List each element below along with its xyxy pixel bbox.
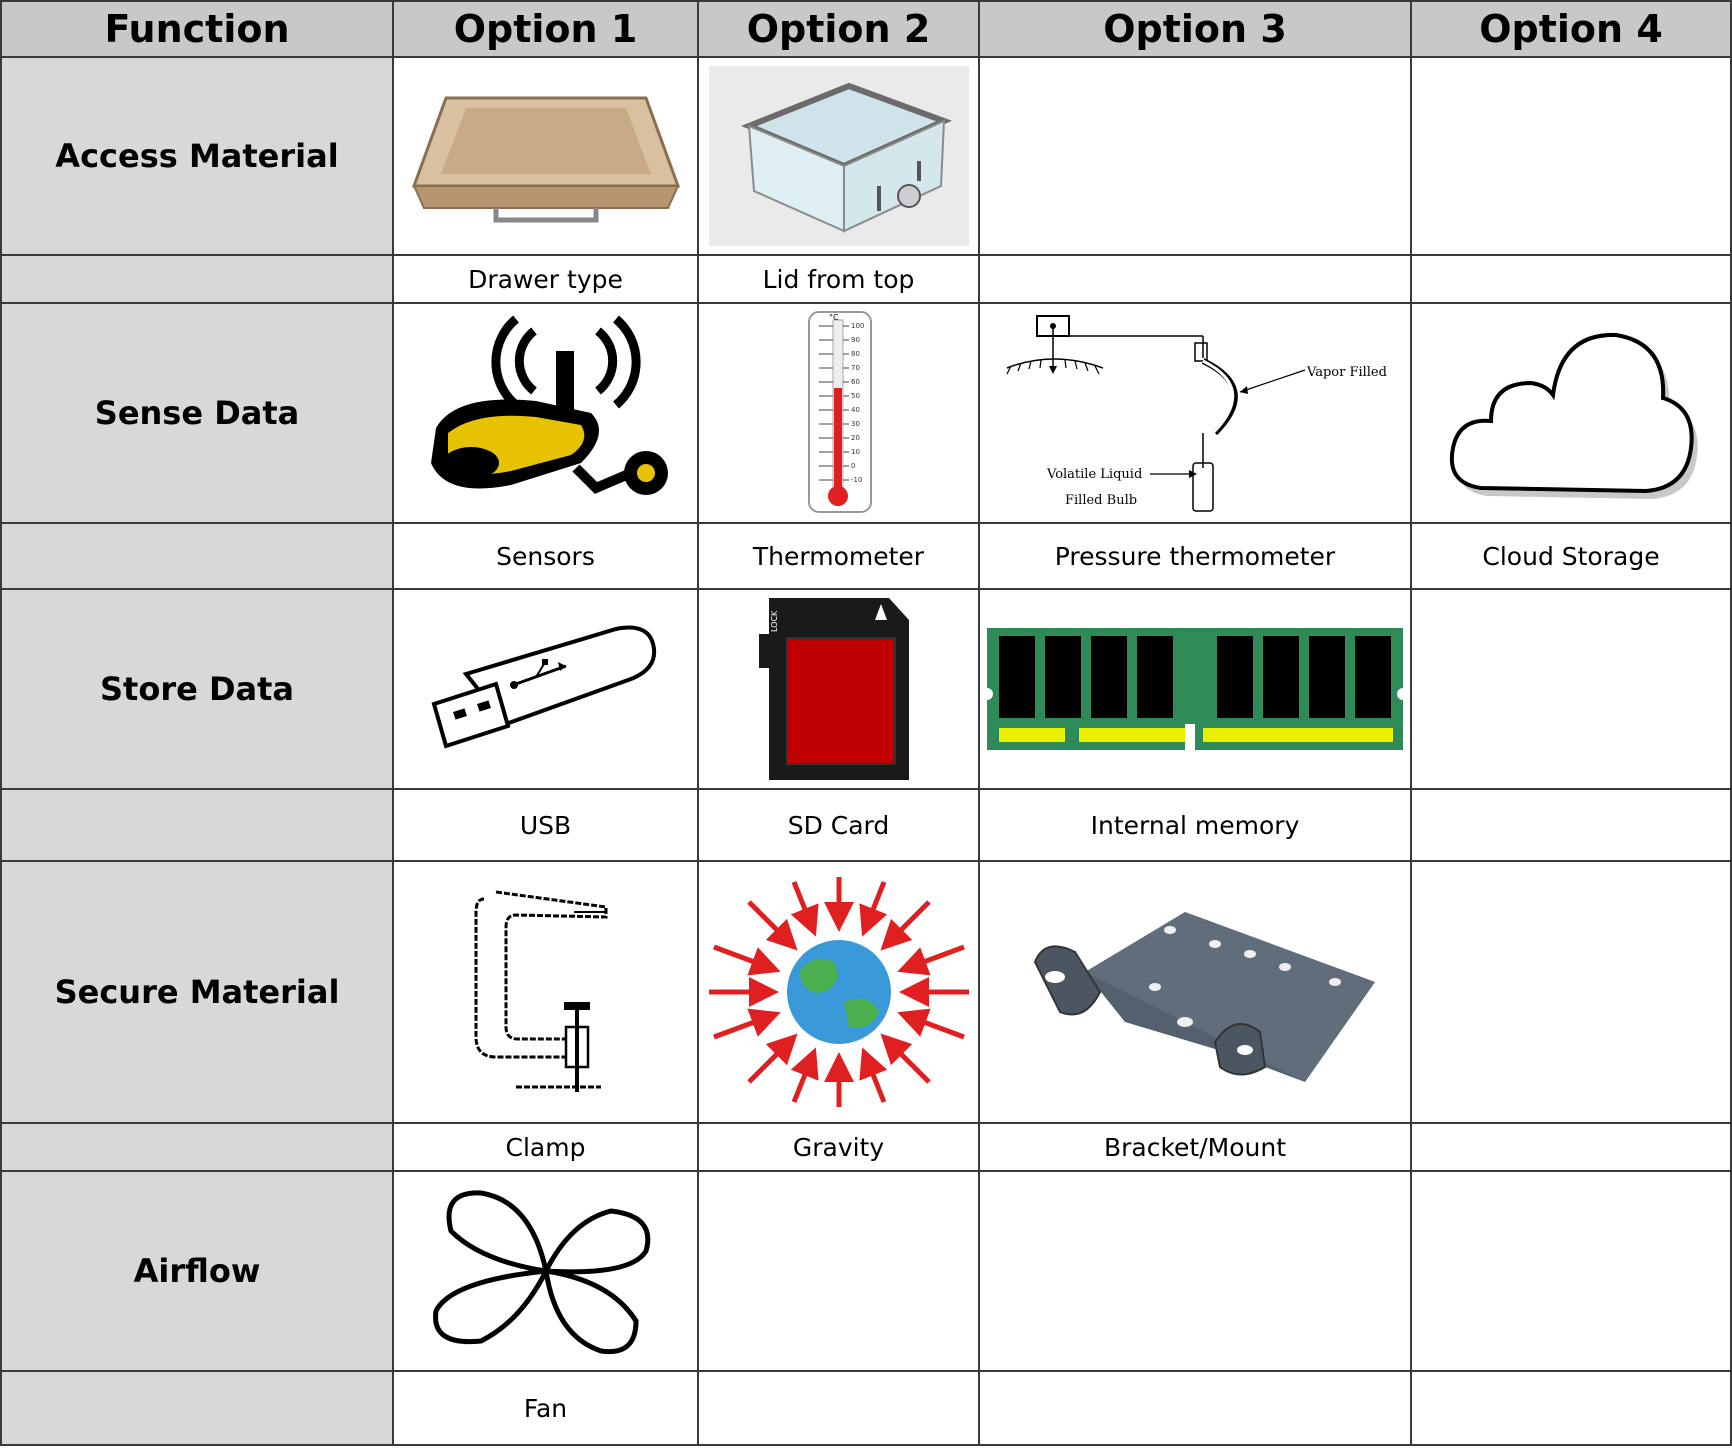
row-sense-data-images: Sense Data: [0, 302, 1732, 524]
thermometer-tick: 80: [851, 350, 860, 358]
caption-cloud-storage: Cloud Storage: [1410, 522, 1732, 590]
sd-lock-label: LOCK: [770, 610, 779, 632]
caption-thermometer: Thermometer: [697, 522, 980, 590]
cell-empty: [978, 56, 1412, 256]
caption-lid-from-top: Lid from top: [697, 254, 980, 304]
cell-empty: [1410, 860, 1732, 1124]
acrylic-chamber-lid-icon: [697, 56, 980, 256]
cell-empty: [697, 1170, 980, 1372]
function-access-material: Access Material: [0, 56, 394, 256]
caption-empty: [978, 1370, 1412, 1446]
pressure-thermometer-diagram: Vapor Filled Volatile Liquid Filled Bulb: [978, 302, 1412, 524]
caption-fan: Fan: [392, 1370, 699, 1446]
function-spacer: [0, 522, 394, 590]
thermometer-tick: 100: [851, 322, 864, 330]
thermometer-tick: 20: [851, 434, 860, 442]
header-option-3: Option 3: [978, 0, 1412, 58]
cell-empty: [978, 1170, 1412, 1372]
thermometer-tick: -10: [851, 476, 862, 484]
ram-module-icon: [978, 588, 1412, 790]
sd-card-icon: LOCK: [697, 588, 980, 790]
caption-empty: [1410, 1122, 1732, 1172]
caption-drawer-type: Drawer type: [392, 254, 699, 304]
row-airflow-captions: Fan: [0, 1370, 1732, 1446]
cell-empty: [1410, 56, 1732, 256]
function-sense-data: Sense Data: [0, 302, 394, 524]
row-access-material-images: Access Material: [0, 56, 1732, 256]
thermometer-tick: 30: [851, 420, 860, 428]
thermometer-tick: 60: [851, 378, 860, 386]
header-option-4: Option 4: [1410, 0, 1732, 58]
thermometer-tick: 50: [851, 392, 860, 400]
caption-empty: [978, 254, 1412, 304]
caption-empty: [697, 1370, 980, 1446]
usb-drive-icon: [392, 588, 699, 790]
thermometer-tick: 90: [851, 336, 860, 344]
row-sense-data-captions: Sensors Thermometer Pressure thermometer…: [0, 522, 1732, 590]
sensor-icon: [392, 302, 699, 524]
c-clamp-icon: [392, 860, 699, 1124]
label-vapor-filled: Vapor Filled: [1306, 365, 1387, 380]
fan-icon: [392, 1170, 699, 1372]
row-access-material-captions: Drawer type Lid from top: [0, 254, 1732, 304]
row-store-data-captions: USB SD Card Internal memory: [0, 788, 1732, 862]
mounting-bracket-icon: [978, 860, 1412, 1124]
row-airflow-images: Airflow: [0, 1170, 1732, 1372]
thermometer-tick: 40: [851, 406, 860, 414]
thermometer-unit: °C: [829, 313, 839, 322]
caption-usb: USB: [392, 788, 699, 862]
cell-empty: [1410, 588, 1732, 790]
caption-clamp: Clamp: [392, 1122, 699, 1172]
caption-sd-card: SD Card: [697, 788, 980, 862]
header-option-1: Option 1: [392, 0, 699, 58]
function-airflow: Airflow: [0, 1170, 394, 1372]
label-volatile-liquid: Volatile Liquid: [1046, 467, 1142, 482]
function-spacer: [0, 1370, 394, 1446]
row-secure-material-captions: Clamp Gravity Bracket/Mount: [0, 1122, 1732, 1172]
caption-empty: [1410, 788, 1732, 862]
cell-empty: [1410, 1170, 1732, 1372]
header-option-2: Option 2: [697, 0, 980, 58]
header-row: Function Option 1 Option 2 Option 3 Opti…: [0, 0, 1732, 58]
caption-empty: [1410, 1370, 1732, 1446]
header-function: Function: [0, 0, 394, 58]
gravity-earth-icon: [697, 860, 980, 1124]
function-store-data: Store Data: [0, 588, 394, 790]
thermometer-icon: °C 100 90 80 70 60 50 40 30 20 10 0 -10: [697, 302, 980, 524]
thermometer-tick: 70: [851, 364, 860, 372]
cloud-icon: [1410, 302, 1732, 524]
function-spacer: [0, 788, 394, 862]
caption-empty: [1410, 254, 1732, 304]
row-store-data-images: Store Data: [0, 588, 1732, 790]
caption-sensors: Sensors: [392, 522, 699, 590]
function-secure-material: Secure Material: [0, 860, 394, 1124]
caption-internal-memory: Internal memory: [978, 788, 1412, 862]
caption-bracket-mount: Bracket/Mount: [978, 1122, 1412, 1172]
row-secure-material-images: Secure Material: [0, 860, 1732, 1124]
thermometer-tick: 10: [851, 448, 860, 456]
drawer-tray-icon: [392, 56, 699, 256]
label-filled-bulb: Filled Bulb: [1065, 493, 1137, 508]
function-spacer: [0, 1122, 394, 1172]
function-spacer: [0, 254, 394, 304]
thermometer-tick: 0: [851, 462, 855, 470]
caption-gravity: Gravity: [697, 1122, 980, 1172]
caption-pressure-thermometer: Pressure thermometer: [978, 522, 1412, 590]
